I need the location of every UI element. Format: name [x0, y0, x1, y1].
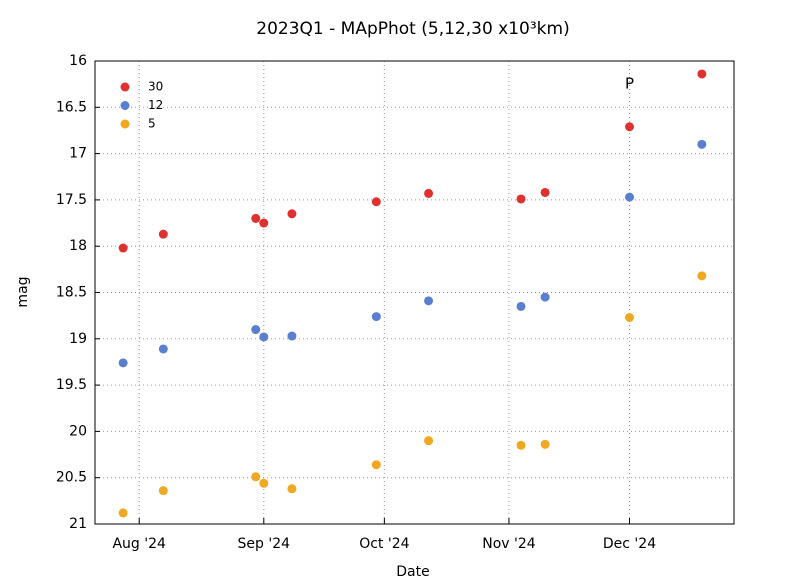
y-tick-label: 20.5: [56, 470, 87, 486]
y-tick-label: 17.5: [56, 192, 87, 208]
point: [625, 122, 635, 132]
y-tick-label: 18.5: [56, 285, 87, 301]
y-tick-label: 18: [69, 238, 87, 254]
point: [697, 69, 707, 79]
point: [424, 436, 434, 446]
x-axis-label: Date: [396, 564, 429, 580]
y-axis-label: mag: [15, 276, 31, 307]
point: [371, 197, 381, 207]
point: [540, 292, 550, 302]
y-tick-label: 21: [69, 516, 87, 532]
y-tick-label: 16: [69, 53, 87, 69]
point: [540, 439, 550, 449]
point: [259, 332, 269, 342]
point: [287, 484, 297, 494]
point: [287, 209, 297, 219]
legend-label: 30: [148, 80, 163, 94]
point: [158, 486, 168, 496]
legend-marker: [120, 101, 130, 110]
point: [697, 271, 707, 281]
point: [424, 188, 434, 198]
x-tick-label: Nov '24: [482, 536, 536, 552]
x-tick-label: Sep '24: [238, 536, 291, 552]
point: [118, 508, 128, 518]
y-tick-label: 19.5: [56, 377, 87, 393]
point: [371, 460, 381, 470]
point: [424, 296, 434, 306]
point: [251, 213, 261, 223]
point: [371, 312, 381, 322]
x-tick-label: Dec '24: [603, 536, 656, 552]
point: [158, 229, 168, 239]
point: [259, 478, 269, 488]
x-tick-label: Aug '24: [112, 536, 166, 552]
legend-label: 12: [148, 98, 163, 112]
legend-marker: [120, 82, 130, 92]
y-tick-label: 19: [69, 331, 87, 347]
point: [251, 325, 261, 335]
chart-title: 2023Q1 - MApPhot (5,12,30 x10³km): [256, 19, 569, 39]
legend-label: 5: [148, 117, 156, 131]
point: [259, 218, 269, 228]
point: [697, 139, 707, 149]
x-tick-label: Oct '24: [359, 536, 409, 552]
point: [118, 243, 128, 253]
y-tick-label: 20: [69, 423, 87, 439]
point: [540, 187, 550, 197]
point: [516, 440, 526, 450]
point: [516, 301, 526, 311]
y-tick-label: 16.5: [56, 99, 87, 115]
plot-frame: [94, 60, 735, 525]
point: [251, 472, 261, 482]
point: [158, 344, 168, 354]
annotation: P: [625, 75, 634, 93]
legend-marker: [120, 119, 130, 129]
point: [118, 358, 128, 368]
y-tick-label: 17: [69, 146, 87, 162]
point: [287, 331, 297, 341]
point: [625, 192, 635, 202]
point: [516, 194, 526, 204]
point: [625, 313, 635, 323]
